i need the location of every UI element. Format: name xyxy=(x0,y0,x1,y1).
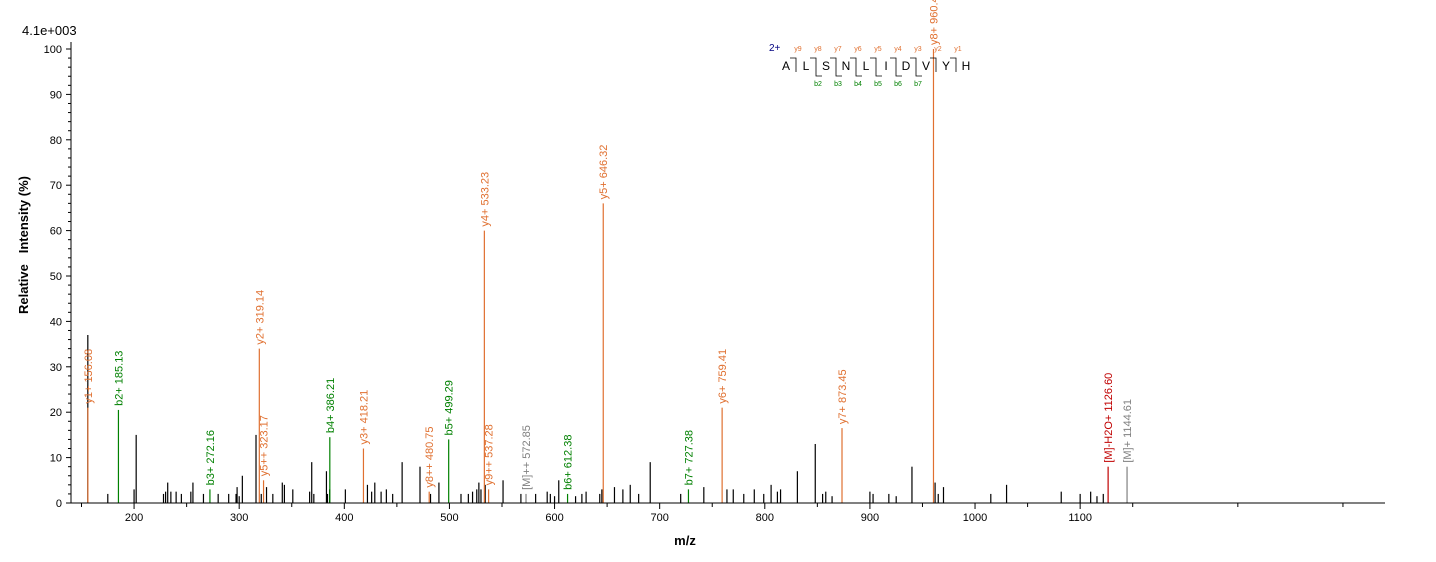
b-bracket-6 xyxy=(915,66,922,77)
peak-label-16: y7+ 873.45 xyxy=(837,369,849,424)
y-tick-label-2: 20 xyxy=(50,407,62,419)
y-bracket-0 xyxy=(790,57,797,72)
y-bracket-2 xyxy=(830,57,837,66)
y-tick-label-6: 60 xyxy=(50,226,62,238)
y-bracket-8 xyxy=(950,57,957,72)
x-tick-label-8: 1000 xyxy=(963,512,987,524)
peak-label-18: [M]-H2O+ 1126.60 xyxy=(1103,373,1115,463)
y-bracket-1 xyxy=(810,57,817,66)
x-tick-label-2: 400 xyxy=(335,512,353,524)
residue-7: V xyxy=(922,59,930,73)
x-tick-label-6: 800 xyxy=(756,512,774,524)
residue-2: S xyxy=(822,59,830,73)
y-bracket-6 xyxy=(910,57,917,66)
peak-label-2: b3+ 272.16 xyxy=(205,430,217,485)
x-tick-label-0: 200 xyxy=(125,512,143,524)
b-bracket-2 xyxy=(835,66,842,77)
x-tick-label-4: 600 xyxy=(545,512,563,524)
b-ion-label-3: b4 xyxy=(854,81,862,88)
y-tick-label-0: 0 xyxy=(56,498,62,510)
x-tick-label-9: 1100 xyxy=(1068,512,1092,524)
y-bracket-4 xyxy=(870,57,877,66)
peak-label-8: b5+ 499.29 xyxy=(444,380,456,435)
x-tick-label-3: 500 xyxy=(440,512,458,524)
y-tick-label-3: 30 xyxy=(50,362,62,374)
y-ion-label-6: y3 xyxy=(914,46,922,53)
axes xyxy=(70,42,1385,504)
peak-label-12: b6+ 612.38 xyxy=(563,435,575,490)
b-ion-label-4: b5 xyxy=(874,81,882,88)
sequence-diagram: 2+ A L S N L I D V Y Hy9 y8b2y7b3y6b4y5b5y4b6y3b7y… xyxy=(769,43,970,88)
b-ion-label-6: b7 xyxy=(914,81,922,88)
residue-1: L xyxy=(803,59,810,73)
residue-9: H xyxy=(962,59,971,73)
x-tick-label-1: 300 xyxy=(230,512,248,524)
residue-6: D xyxy=(902,59,911,73)
residue-3: N xyxy=(842,59,851,73)
peak-label-10: y9++ 537.28 xyxy=(484,424,496,485)
peaks-layer xyxy=(87,49,1128,503)
y-ion-label-4: y5 xyxy=(874,46,882,53)
y-ticks: 0 10 20 30 40 50 60 70 80 90 100 xyxy=(44,44,71,510)
peak-label-11: [M]++ 572.85 xyxy=(521,425,533,490)
y-ion-label-8: y1 xyxy=(954,46,962,53)
x-axis-label: m/z xyxy=(674,533,696,548)
peak-label-0: y1+ 156.08 xyxy=(83,349,95,404)
residue-5: I xyxy=(884,59,887,73)
y-ion-label-3: y6 xyxy=(854,46,862,53)
residue-0: A xyxy=(782,59,790,73)
peak-label-7: y8++ 480.75 xyxy=(424,426,436,487)
y-tick-label-7: 70 xyxy=(50,180,62,192)
peak-label-4: y5++ 323.17 xyxy=(259,415,271,476)
charge-label: 2+ xyxy=(769,43,781,54)
residue-8: Y xyxy=(942,59,950,73)
y-bracket-3 xyxy=(850,57,857,66)
y-ion-label-0: y9 xyxy=(794,46,802,53)
y-ion-label-7: y2 xyxy=(934,46,942,53)
y-axis-label: Relative Intensity (%) xyxy=(16,176,31,314)
b-bracket-5 xyxy=(895,66,902,77)
b-ion-label-5: b6 xyxy=(894,81,902,88)
intensity-scale-label: 4.1e+003 xyxy=(22,23,77,38)
b-bracket-1 xyxy=(815,66,822,77)
peak-label-17: y8+ 960.47 xyxy=(928,0,940,45)
residue-4: L xyxy=(863,59,870,73)
y-tick-label-4: 40 xyxy=(50,316,62,328)
peak-labels-layer: y1+ 156.08 b2+ 185.13 b3+ 272.16 y2+ 319.14… xyxy=(83,0,1134,490)
peak-label-14: b7+ 727.38 xyxy=(683,430,695,485)
peak-label-9: y4+ 533.23 xyxy=(479,172,491,227)
peak-label-19: [M]+ 1144.61 xyxy=(1122,399,1134,463)
y-ion-label-2: y7 xyxy=(834,46,842,53)
x-ticks: 200 300 400 500 600 700 800 900 1000 1100 xyxy=(81,503,1344,524)
y-ion-label-1: y8 xyxy=(814,46,822,53)
y-ion-label-5: y4 xyxy=(894,46,902,53)
y-tick-label-1: 10 xyxy=(50,453,62,465)
b-ion-label-2: b3 xyxy=(834,81,842,88)
y-bracket-5 xyxy=(890,57,897,66)
b-ion-label-1: b2 xyxy=(814,81,822,88)
peak-label-3: y2+ 319.14 xyxy=(254,290,266,345)
b-bracket-4 xyxy=(875,66,882,77)
y-bracket-7 xyxy=(930,57,937,72)
peak-label-15: y6+ 759.41 xyxy=(717,349,729,404)
x-tick-label-5: 700 xyxy=(650,512,668,524)
y-tick-label-10: 100 xyxy=(44,44,62,56)
b-bracket-3 xyxy=(855,66,862,77)
y-tick-label-5: 50 xyxy=(50,271,62,283)
y-tick-label-8: 80 xyxy=(50,135,62,147)
y-tick-label-9: 90 xyxy=(50,89,62,101)
peak-label-6: y3+ 418.21 xyxy=(358,390,370,445)
peak-label-1: b2+ 185.13 xyxy=(113,351,125,406)
peak-label-5: b4+ 386.21 xyxy=(325,378,337,433)
peak-label-13: y5+ 646.32 xyxy=(598,145,610,200)
x-tick-label-7: 900 xyxy=(861,512,879,524)
